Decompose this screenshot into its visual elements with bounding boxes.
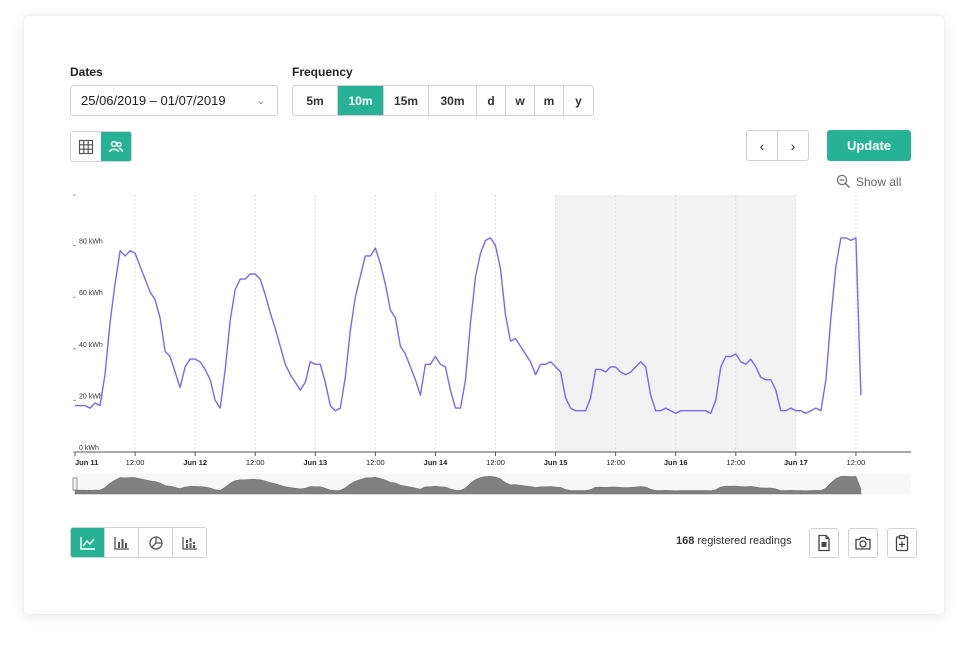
copy-to-clipboard-button[interactable] [887, 528, 917, 558]
x-tick-label: Jun 15 [544, 458, 568, 467]
show-all-label: Show all [856, 174, 902, 189]
update-button[interactable]: Update [827, 130, 911, 161]
y-tick-label: 20 kWh [79, 393, 103, 400]
y-tick-label: 80 kWh [79, 239, 103, 246]
users-view-button[interactable] [101, 132, 131, 161]
date-range-value: 25/06/2019 – 01/07/2019 [81, 93, 226, 108]
screenshot-button[interactable] [848, 528, 878, 558]
x-tick-label: 12:00 [847, 458, 866, 467]
export-file-icon [818, 534, 830, 552]
users-icon [108, 140, 124, 152]
y-tick-label: 0 kWh [79, 445, 99, 452]
frequency-option-15m[interactable]: 15m [384, 86, 429, 115]
period-navigation: ‹ › [746, 130, 809, 161]
date-range-select[interactable]: 25/06/2019 – 01/07/2019 ⌄ [70, 85, 278, 116]
readings-text: registered readings [697, 535, 792, 547]
x-tick-label: 12:00 [486, 458, 505, 467]
stacked-bar-button[interactable] [172, 528, 206, 557]
camera-icon [855, 536, 871, 550]
readings-summary: 168 registered readings [676, 535, 792, 547]
frequency-option-d[interactable]: d [477, 86, 506, 115]
frequency-option-30m[interactable]: 30m [429, 86, 477, 115]
zoom-out-icon [836, 174, 851, 189]
x-tick-label: 12:00 [726, 458, 745, 467]
navigator-series-area [74, 476, 862, 495]
chart-type-selector [70, 527, 207, 558]
x-tick-label: Jun 14 [424, 458, 449, 467]
frequency-option-y[interactable]: y [575, 93, 582, 108]
frequency-option-m[interactable]: m [535, 86, 564, 115]
x-tick-label: 12:00 [126, 458, 145, 467]
bar-chart-icon [113, 536, 129, 550]
frequency-selector: 5m 10m 15m 30m d w m y [292, 85, 594, 116]
y-tick-label: 40 kWh [79, 342, 103, 349]
readings-count: 168 [676, 535, 695, 547]
view-toggle [70, 131, 132, 162]
export-button[interactable] [809, 528, 839, 558]
clipboard-add-icon [895, 534, 909, 552]
frequency-option-10m[interactable]: 10m [338, 86, 384, 115]
navigator-handle-left[interactable] [72, 477, 78, 491]
x-tick-label: Jun 13 [303, 458, 327, 467]
y-tick-label: 60 kWh [79, 290, 103, 297]
grid-icon [78, 139, 94, 154]
stacked-bar-icon [181, 536, 197, 550]
line-chart-button[interactable] [71, 528, 104, 557]
next-period-button[interactable]: › [777, 131, 808, 160]
show-all-button[interactable]: Show all [836, 174, 901, 189]
x-tick-label: Jun 17 [784, 458, 808, 467]
previous-period-button[interactable]: ‹ [747, 131, 777, 160]
chevron-down-icon: ⌄ [256, 96, 265, 107]
pie-chart-icon [148, 535, 163, 550]
x-tick-label: 12:00 [606, 458, 625, 467]
pie-chart-button[interactable] [138, 528, 172, 557]
x-tick-label: 12:00 [366, 458, 385, 467]
consumption-series-line[interactable] [75, 237, 862, 414]
x-tick-label: Jun 11 [75, 458, 98, 467]
x-tick-label: 12:00 [246, 458, 265, 467]
chevron-right-icon: › [790, 137, 796, 154]
grid-view-button[interactable] [71, 132, 101, 161]
frequency-label: Frequency [292, 65, 353, 79]
x-tick-label: Jun 12 [183, 458, 207, 467]
dates-label: Dates [70, 65, 103, 79]
x-tick-label: Jun 16 [664, 458, 688, 467]
chevron-left-icon: ‹ [759, 137, 765, 154]
bar-chart-button[interactable] [104, 528, 138, 557]
line-chart-icon [79, 536, 95, 550]
frequency-option-w[interactable]: w [506, 86, 535, 115]
frequency-option-5m[interactable]: 5m [293, 86, 338, 115]
